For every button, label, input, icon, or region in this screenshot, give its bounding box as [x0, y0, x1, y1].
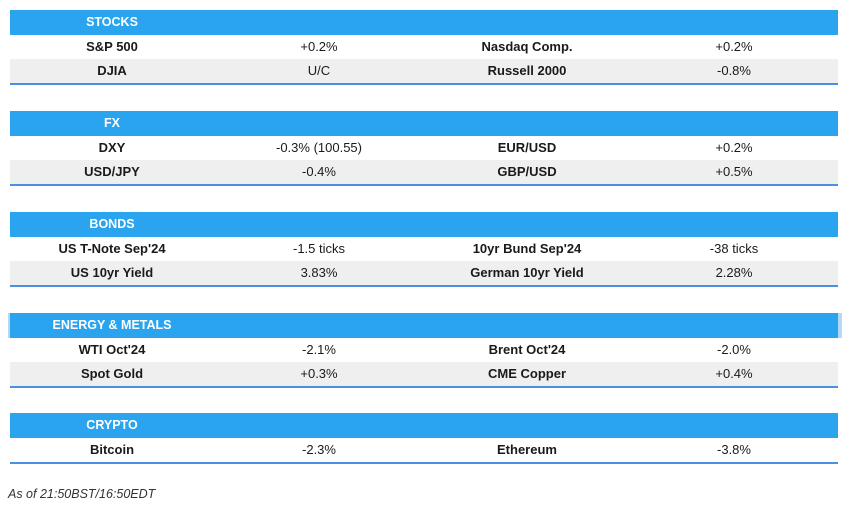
instrument-name: Bitcoin — [89, 442, 135, 457]
bonds-table: BONDS US T-Note Sep'24 -1.5 ticks 10yr B… — [10, 212, 838, 287]
instrument-change: U/C — [307, 63, 331, 78]
crypto-header: CRYPTO — [10, 413, 838, 438]
crypto-table: CRYPTO Bitcoin -2.3% Ethereum -3.8% — [10, 413, 838, 464]
instrument-name: Brent Oct'24 — [488, 342, 566, 357]
section-divider — [10, 184, 838, 186]
instrument-change: +0.5% — [715, 164, 753, 179]
instrument-change: 3.83% — [300, 265, 338, 280]
table-row: DJIA U/C Russell 2000 -0.8% — [10, 59, 838, 83]
instrument-change: -2.3% — [302, 442, 336, 457]
energy-metals-table: ENERGY & METALS WTI Oct'24 -2.1% Brent O… — [8, 313, 842, 388]
energy-metals-header: ENERGY & METALS — [8, 313, 842, 338]
instrument-name: Ethereum — [497, 442, 557, 457]
instrument-change: -0.4% — [302, 164, 336, 179]
table-row: WTI Oct'24 -2.1% Brent Oct'24 -2.0% — [10, 338, 838, 362]
instrument-name: GBP/USD — [497, 164, 557, 179]
instrument-name: CME Copper — [488, 366, 566, 381]
instrument-change: +0.2% — [300, 39, 338, 54]
fx-header: FX — [10, 111, 838, 136]
table-row: DXY -0.3% (100.55) EUR/USD +0.2% — [10, 136, 838, 160]
section-divider — [10, 386, 838, 388]
table-row: US 10yr Yield 3.83% German 10yr Yield 2.… — [10, 261, 838, 285]
bonds-header: BONDS — [10, 212, 838, 237]
table-row: US T-Note Sep'24 -1.5 ticks 10yr Bund Se… — [10, 237, 838, 261]
timestamp-note: As of 21:50BST/16:50EDT — [8, 487, 156, 501]
instrument-change: -2.1% — [302, 342, 336, 357]
section-title: BONDS — [89, 217, 135, 231]
instrument-change: -38 ticks — [709, 241, 759, 256]
section-title: ENERGY & METALS — [52, 318, 172, 332]
instrument-name: USD/JPY — [84, 164, 140, 179]
instrument-change: -2.0% — [717, 342, 751, 357]
instrument-change: -1.5 ticks — [292, 241, 345, 256]
stocks-table: STOCKS S&P 500 +0.2% Nasdaq Comp. +0.2% … — [10, 10, 838, 85]
instrument-name: DXY — [98, 140, 126, 155]
instrument-change: -3.8% — [717, 442, 751, 457]
section-divider — [10, 83, 838, 85]
instrument-name: Spot Gold — [80, 366, 144, 381]
instrument-name: US T-Note Sep'24 — [58, 241, 166, 256]
instrument-change: 2.28% — [715, 265, 753, 280]
table-row: Spot Gold +0.3% CME Copper +0.4% — [10, 362, 838, 386]
instrument-name: 10yr Bund Sep'24 — [472, 241, 582, 256]
instrument-change: -0.3% (100.55) — [276, 140, 362, 155]
table-row: S&P 500 +0.2% Nasdaq Comp. +0.2% — [10, 35, 838, 59]
fx-table: FX DXY -0.3% (100.55) EUR/USD +0.2% USD/… — [10, 111, 838, 186]
instrument-name: EUR/USD — [497, 140, 557, 155]
instrument-name: Russell 2000 — [487, 63, 567, 78]
instrument-change: +0.2% — [715, 140, 753, 155]
instrument-name: S&P 500 — [86, 39, 138, 54]
header-edge-left — [8, 313, 10, 338]
instrument-name: US 10yr Yield — [70, 265, 154, 280]
instrument-change: -0.8% — [717, 63, 751, 78]
instrument-change: +0.2% — [715, 39, 753, 54]
section-title: STOCKS — [86, 15, 138, 29]
instrument-name: Nasdaq Comp. — [481, 39, 573, 54]
instrument-name: WTI Oct'24 — [78, 342, 146, 357]
section-divider — [10, 285, 838, 287]
instrument-change: +0.4% — [715, 366, 753, 381]
section-divider — [10, 462, 838, 464]
header-edge-right — [838, 313, 842, 338]
section-title: FX — [104, 116, 120, 130]
stocks-header: STOCKS — [10, 10, 838, 35]
instrument-name: DJIA — [97, 63, 127, 78]
table-row: Bitcoin -2.3% Ethereum -3.8% — [10, 438, 838, 462]
section-title: CRYPTO — [86, 418, 138, 432]
instrument-change: +0.3% — [300, 366, 338, 381]
table-row: USD/JPY -0.4% GBP/USD +0.5% — [10, 160, 838, 184]
instrument-name: German 10yr Yield — [470, 265, 584, 280]
